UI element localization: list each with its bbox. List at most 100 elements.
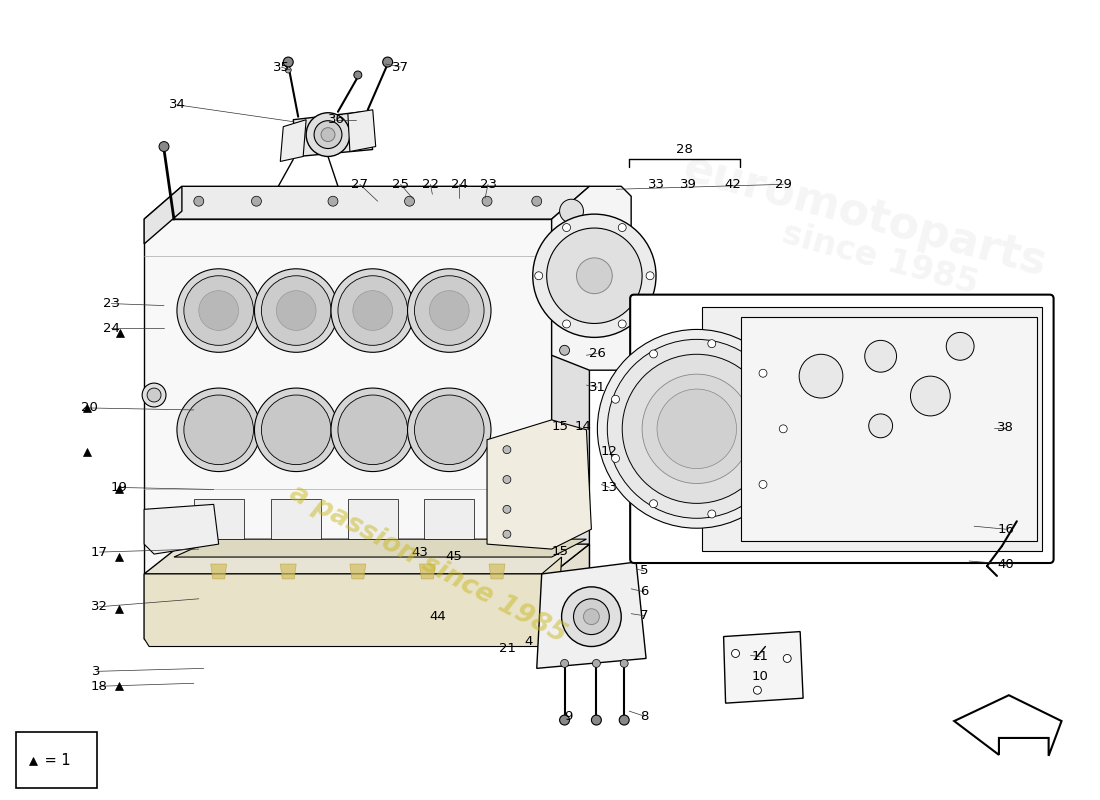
Text: = 1: = 1 xyxy=(40,754,70,768)
Circle shape xyxy=(353,290,393,330)
Text: 39: 39 xyxy=(681,178,697,191)
Polygon shape xyxy=(174,539,586,557)
Circle shape xyxy=(869,414,892,438)
Polygon shape xyxy=(724,631,803,703)
Text: 24: 24 xyxy=(103,322,120,335)
Text: 15: 15 xyxy=(551,420,568,434)
Text: 12: 12 xyxy=(601,445,618,458)
Text: since 1985: since 1985 xyxy=(778,217,981,301)
Text: 31: 31 xyxy=(588,381,606,394)
Circle shape xyxy=(618,223,626,231)
Polygon shape xyxy=(741,317,1036,541)
Text: a passion since 1985: a passion since 1985 xyxy=(285,480,570,648)
Circle shape xyxy=(177,388,261,471)
Circle shape xyxy=(415,395,484,465)
Circle shape xyxy=(306,113,350,157)
Circle shape xyxy=(160,142,169,151)
Text: 5: 5 xyxy=(640,565,648,578)
Circle shape xyxy=(618,320,626,328)
Text: 21: 21 xyxy=(499,642,516,655)
Circle shape xyxy=(642,374,751,483)
Circle shape xyxy=(383,57,393,67)
Circle shape xyxy=(576,258,613,294)
Circle shape xyxy=(532,214,656,338)
Circle shape xyxy=(561,659,569,667)
Circle shape xyxy=(184,395,253,465)
Text: 29: 29 xyxy=(774,178,792,191)
Polygon shape xyxy=(144,557,562,646)
Circle shape xyxy=(482,196,492,206)
Circle shape xyxy=(593,659,601,667)
Text: 3: 3 xyxy=(92,665,101,678)
Circle shape xyxy=(911,376,950,416)
Circle shape xyxy=(562,223,571,231)
Text: 18: 18 xyxy=(91,680,108,693)
Circle shape xyxy=(946,333,975,360)
Circle shape xyxy=(612,395,619,403)
Circle shape xyxy=(407,269,491,352)
Circle shape xyxy=(531,196,541,206)
Circle shape xyxy=(583,609,600,625)
Circle shape xyxy=(650,350,658,358)
Circle shape xyxy=(779,425,788,433)
Polygon shape xyxy=(144,544,590,574)
Text: 16: 16 xyxy=(998,522,1014,536)
Circle shape xyxy=(560,199,583,223)
Text: 11: 11 xyxy=(752,650,769,663)
Circle shape xyxy=(759,370,767,378)
Text: 28: 28 xyxy=(676,143,693,156)
Circle shape xyxy=(429,290,469,330)
Circle shape xyxy=(560,715,570,725)
Polygon shape xyxy=(348,499,397,539)
Circle shape xyxy=(560,306,570,315)
Circle shape xyxy=(503,446,510,454)
Text: euromotoparts: euromotoparts xyxy=(679,147,1052,286)
Text: 23: 23 xyxy=(102,297,120,310)
Circle shape xyxy=(184,276,253,346)
Text: 24: 24 xyxy=(451,178,468,191)
Circle shape xyxy=(759,481,767,488)
Text: 17: 17 xyxy=(91,546,108,558)
Circle shape xyxy=(535,272,542,280)
Circle shape xyxy=(597,330,796,528)
Polygon shape xyxy=(144,186,590,219)
Polygon shape xyxy=(280,564,296,579)
Circle shape xyxy=(194,196,204,206)
Circle shape xyxy=(276,290,316,330)
Text: 44: 44 xyxy=(429,610,446,623)
Polygon shape xyxy=(272,499,321,539)
Circle shape xyxy=(783,654,791,662)
Circle shape xyxy=(562,320,571,328)
Circle shape xyxy=(254,388,338,471)
Text: 43: 43 xyxy=(411,546,428,558)
Text: 27: 27 xyxy=(351,178,369,191)
Text: 6: 6 xyxy=(640,586,648,598)
Circle shape xyxy=(732,650,739,658)
Circle shape xyxy=(573,598,609,634)
Text: 38: 38 xyxy=(998,422,1014,434)
Circle shape xyxy=(503,475,510,483)
Polygon shape xyxy=(551,186,631,370)
Text: 10: 10 xyxy=(752,670,769,683)
Polygon shape xyxy=(144,504,219,554)
Circle shape xyxy=(865,340,896,372)
Circle shape xyxy=(199,290,239,330)
Circle shape xyxy=(315,121,342,149)
Circle shape xyxy=(177,269,261,352)
Polygon shape xyxy=(702,306,1042,551)
Polygon shape xyxy=(425,499,474,539)
Text: 36: 36 xyxy=(328,114,344,126)
Text: 40: 40 xyxy=(998,558,1014,570)
Circle shape xyxy=(707,340,716,348)
Text: 8: 8 xyxy=(640,710,648,722)
Circle shape xyxy=(707,510,716,518)
Polygon shape xyxy=(194,499,243,539)
Text: 19: 19 xyxy=(111,481,128,494)
Circle shape xyxy=(262,276,331,346)
Circle shape xyxy=(754,686,761,694)
Circle shape xyxy=(623,354,771,503)
Polygon shape xyxy=(537,562,646,668)
Circle shape xyxy=(284,57,294,67)
Circle shape xyxy=(407,388,491,471)
Text: 4: 4 xyxy=(525,635,533,648)
